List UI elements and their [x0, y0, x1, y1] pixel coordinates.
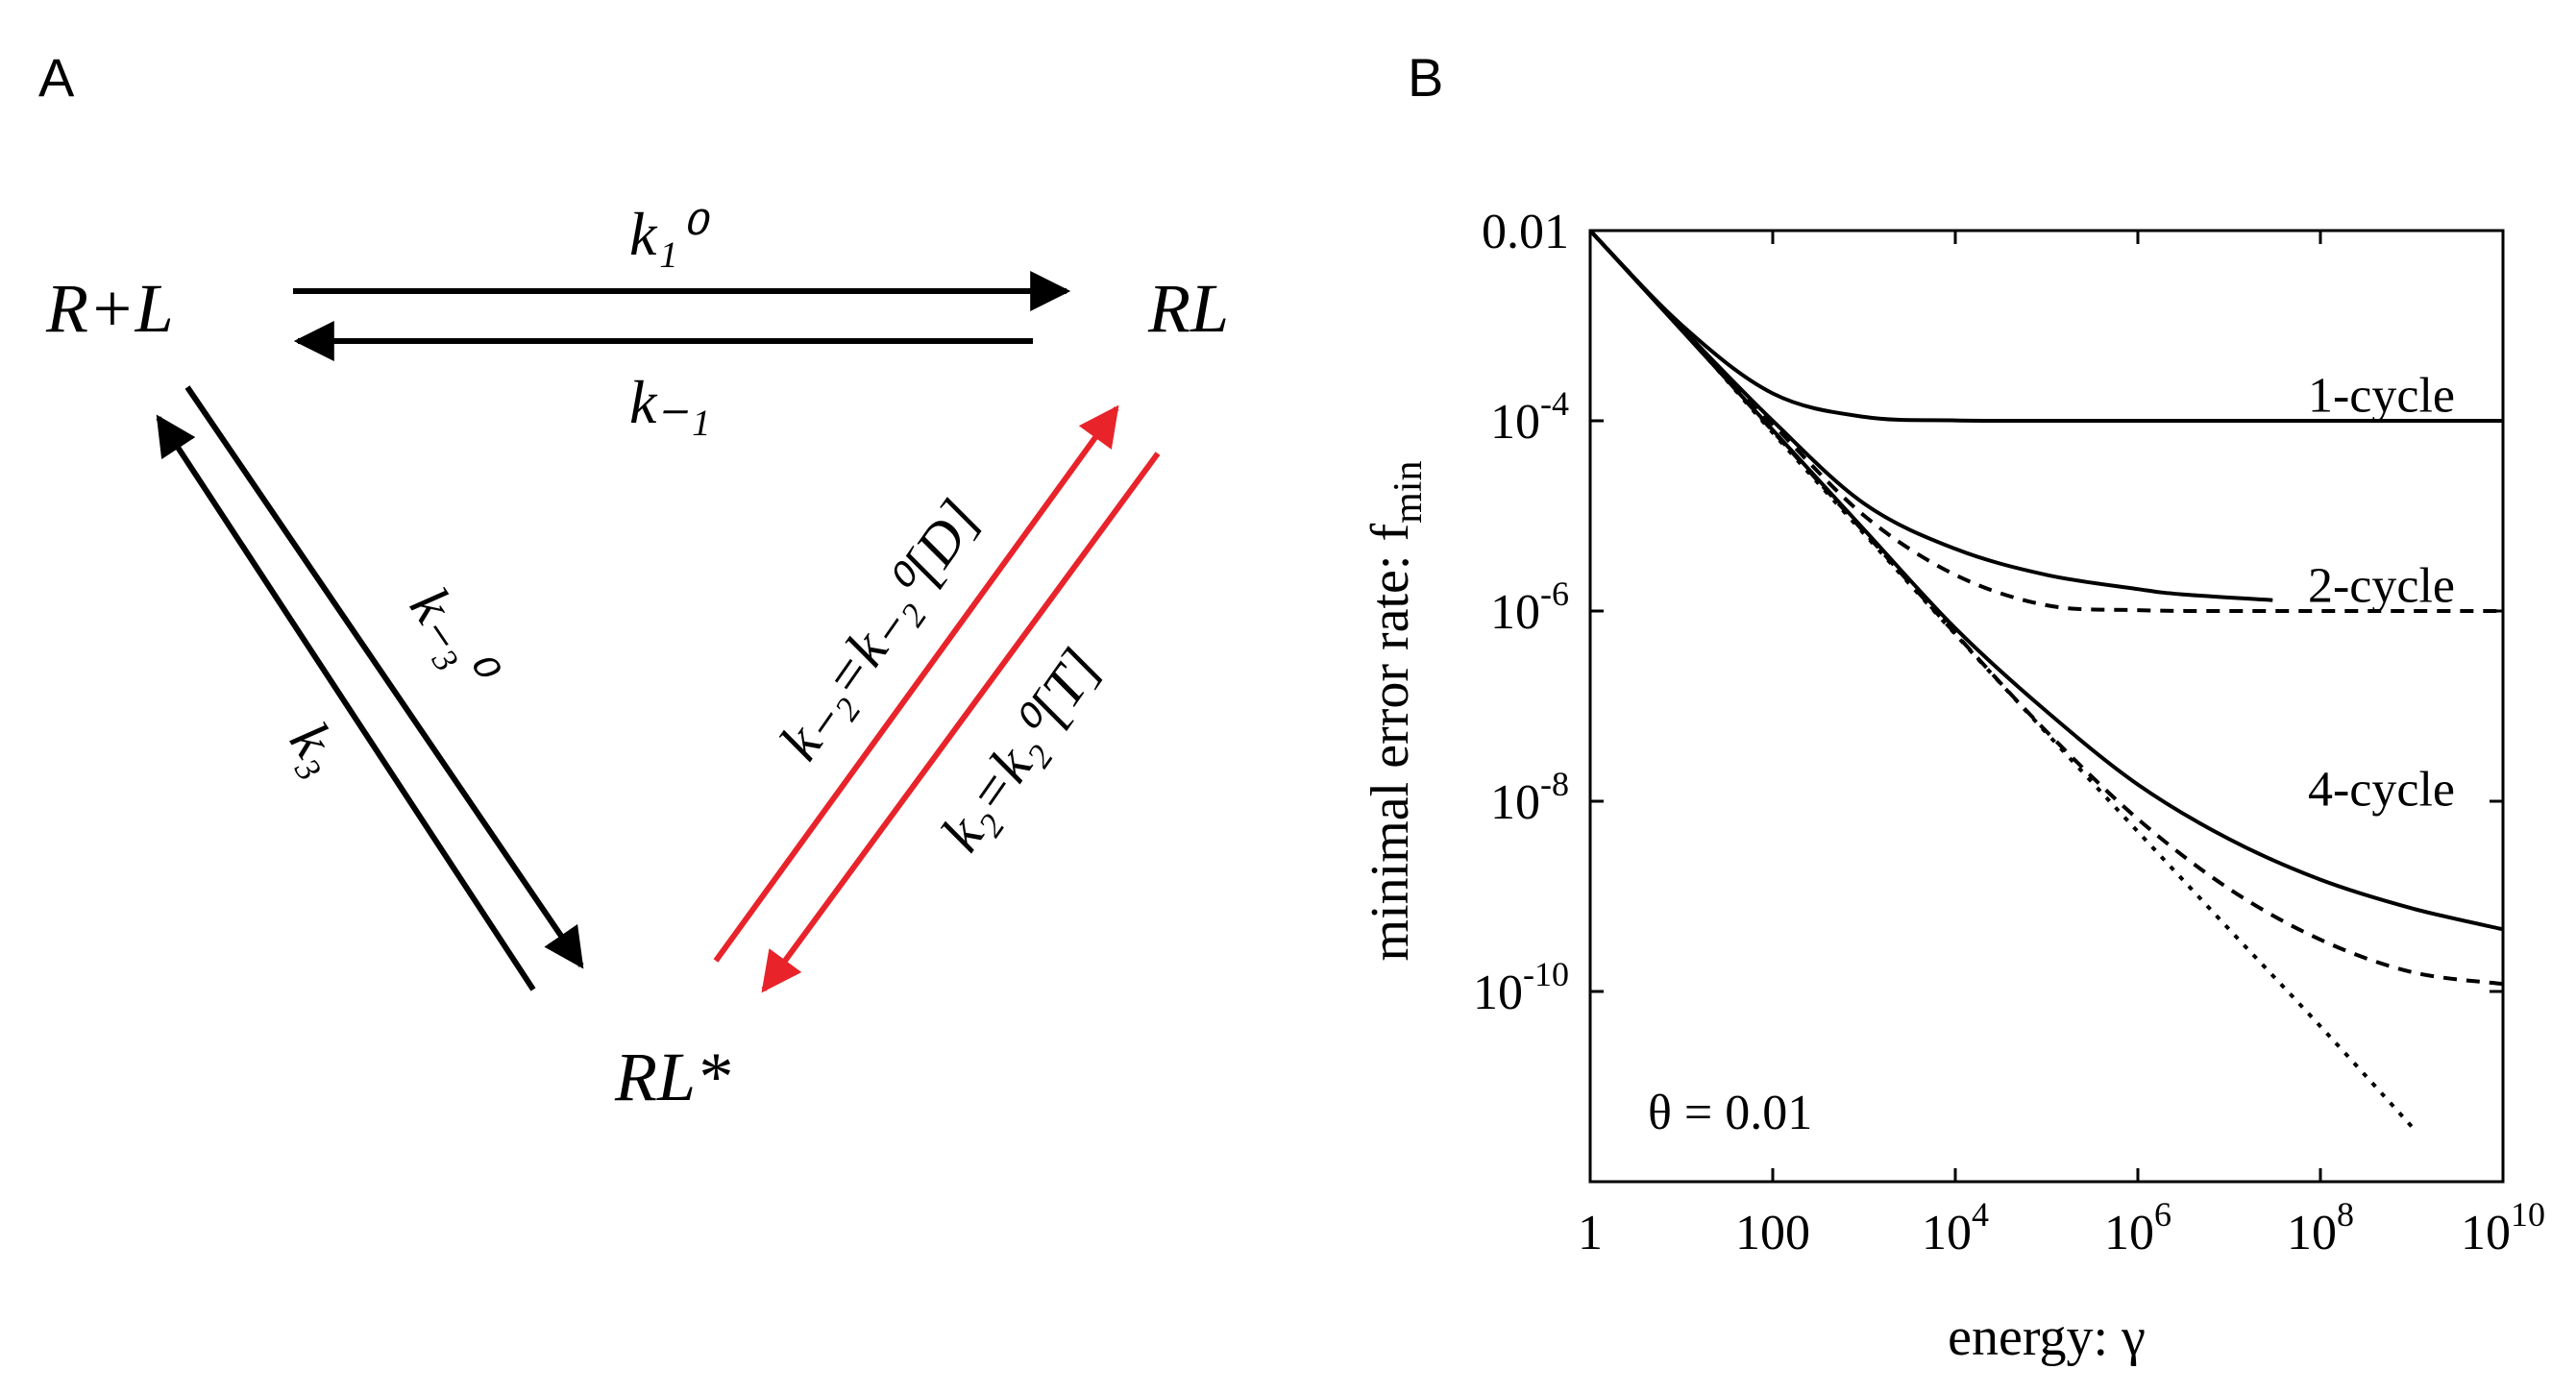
- y-tick-label-base: 10: [1490, 775, 1540, 830]
- x-tick-label: 100: [1735, 1206, 1810, 1260]
- series-line-2-cycle: [1590, 231, 2273, 602]
- curve-label: 1-cycle: [2308, 368, 2455, 423]
- x-tick-label: 104: [1922, 1195, 1989, 1260]
- y-tick-label-base: 0.01: [1482, 205, 1569, 259]
- rate-k1-0: k₁⁰: [629, 200, 711, 268]
- x-tick-label-base: 1: [1578, 1206, 1603, 1260]
- x-tick-label-exp: 8: [2337, 1195, 2354, 1234]
- y-axis-label-sub: min: [1386, 461, 1431, 524]
- series-layer: [1590, 231, 2503, 1128]
- x-tick-label-base: 10: [2287, 1206, 2337, 1260]
- panel-a: A R+L RL RL* k₁⁰ k₋₁ k₃ k₋₃⁰ k₋₂=k₋₂⁰[D]…: [38, 47, 1229, 1115]
- x-axis-ticks: 1 100 104 106 108 1010: [1578, 231, 2545, 1260]
- y-tick-label-base: 10: [1473, 966, 1523, 1020]
- panel-a-label: A: [38, 47, 75, 108]
- y-tick-label: 10-4: [1490, 384, 1569, 450]
- state-rl-star: RL*: [614, 1039, 730, 1115]
- curve-labels: 1-cycle 2-cycle 4-cycle: [2308, 368, 2455, 817]
- plot-frame: [1588, 229, 2505, 1184]
- y-axis-label-group: minimal error rate: fmin: [1361, 461, 1431, 962]
- y-tick-label: 10-6: [1490, 575, 1569, 640]
- y-tick-label-base: 10: [1490, 395, 1540, 450]
- curve-label: 2-cycle: [2308, 558, 2455, 613]
- rate-k-minus3-0: k₋₃⁰: [398, 576, 510, 700]
- y-tick-label-exp: -10: [1523, 955, 1569, 993]
- y-tick-label-exp: -6: [1540, 575, 1569, 613]
- arrow-k-minus3: [184, 385, 584, 969]
- x-axis-label: energy: γ: [1948, 1308, 2146, 1367]
- arrow-k-minus2: [713, 404, 1119, 963]
- arrow-k2: [761, 452, 1161, 993]
- panel-b-label: B: [1408, 47, 1443, 108]
- x-tick-label-exp: 10: [2511, 1195, 2545, 1234]
- series-line-limit-dotted: [1590, 231, 2414, 1128]
- series-line-1-cycle: [1590, 231, 2503, 424]
- y-tick-label-base: 10: [1490, 585, 1540, 640]
- state-rl: RL: [1147, 270, 1229, 347]
- x-tick-label: 106: [2104, 1195, 2171, 1260]
- y-axis-label: minimal error rate: fmin: [1361, 461, 1431, 962]
- y-tick-label: 10-10: [1473, 955, 1569, 1020]
- rate-k3: k₃: [278, 711, 356, 784]
- x-tick-label: 108: [2287, 1195, 2354, 1260]
- x-tick-label: 1010: [2461, 1195, 2545, 1260]
- arrow-k3: [156, 414, 536, 991]
- rate-k2: k₂=k₂⁰[T]: [929, 637, 1113, 862]
- x-tick-label-base: 10: [2104, 1206, 2154, 1260]
- y-tick-label: 0.01: [1482, 205, 1569, 259]
- rate-k-minus1: k₋₁: [629, 368, 710, 436]
- x-tick-label-exp: 6: [2154, 1195, 2171, 1234]
- x-tick-label-base: 100: [1735, 1206, 1810, 1260]
- y-tick-label-exp: -4: [1540, 384, 1569, 423]
- x-tick-label: 1: [1578, 1206, 1603, 1260]
- y-axis-label-main: minimal error rate: f: [1361, 524, 1420, 962]
- y-tick-label-exp: -8: [1540, 765, 1569, 803]
- theta-annotation: θ = 0.01: [1648, 1086, 1812, 1140]
- state-r-plus-l: R+L: [45, 270, 174, 347]
- y-tick-label: 10-8: [1490, 765, 1569, 830]
- x-tick-label-base: 10: [1922, 1206, 1972, 1260]
- x-tick-label-exp: 4: [1972, 1195, 1989, 1234]
- curve-label: 4-cycle: [2308, 763, 2455, 818]
- x-tick-label-base: 10: [2461, 1206, 2511, 1260]
